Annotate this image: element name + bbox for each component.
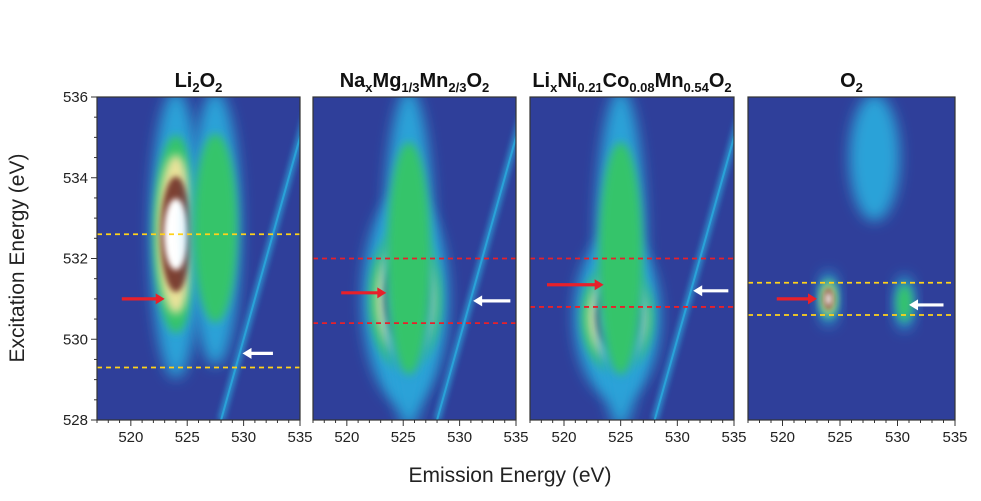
intensity-level-2 — [386, 142, 431, 375]
white-arrow — [693, 285, 729, 297]
white-arrow — [473, 295, 511, 307]
x-tick-label: 535 — [721, 429, 746, 446]
heatmap-features — [362, 97, 516, 420]
red-arrow — [121, 293, 165, 305]
panel-3: 520 525 530 535 LixNi0.21Co0.08Mn0.54O2 — [529, 70, 747, 446]
x-tick-label: 535 — [287, 429, 312, 446]
x-tick-label: 530 — [885, 429, 910, 446]
y-tick-label: 536 — [63, 89, 88, 106]
white-arrow — [909, 299, 944, 311]
elastic-line — [436, 133, 516, 420]
intensity-level-2 — [193, 133, 238, 323]
x-tick-label: 520 — [334, 429, 359, 446]
panel-1: 520 525 530 535 528 530 532 534 536 Li2O2 — [63, 70, 313, 446]
intensity-level-5 — [163, 198, 189, 270]
x-tick-label: 520 — [551, 429, 576, 446]
panel-2: 520 525 530 535 NaxMg1/3Mn2/3O2 — [312, 70, 529, 446]
x-tick-label: 530 — [231, 429, 256, 446]
x-tick-label: 525 — [175, 429, 200, 446]
y-tick-label: 528 — [63, 412, 88, 429]
x-tick-label: 530 — [665, 429, 690, 446]
x-tick-label: 525 — [827, 429, 852, 446]
x-tick-label: 520 — [118, 429, 143, 446]
white-arrow — [242, 347, 273, 359]
intensity-level-5 — [825, 292, 832, 306]
heatmap-features — [150, 97, 300, 420]
intensity-level-1 — [849, 97, 900, 222]
intensity-level-2 — [896, 284, 913, 322]
panel-title: LixNi0.21Co0.08Mn0.54O2 — [532, 70, 731, 95]
y-axis-label: Excitation Energy (eV) — [6, 154, 29, 363]
x-tick-label: 535 — [503, 429, 528, 446]
elastic-line — [220, 133, 300, 420]
panel-4: 520 525 530 535 O2 — [747, 70, 968, 446]
heatmap-features — [574, 97, 734, 420]
x-tick-label: 520 — [770, 429, 795, 446]
panels: 520 525 530 535 528 530 532 534 536 Li2O2 520 525 53… — [63, 70, 968, 446]
heatmap-features — [819, 97, 914, 331]
x-tick-label: 535 — [942, 429, 967, 446]
panel-title: NaxMg1/3Mn2/3O2 — [340, 70, 490, 95]
y-tick-label: 530 — [63, 331, 88, 348]
x-tick-label: 525 — [608, 429, 633, 446]
red-arrow — [776, 293, 817, 305]
red-arrow — [547, 279, 604, 291]
elastic-line — [653, 133, 734, 420]
x-tick-label: 530 — [447, 429, 472, 446]
red-arrow — [341, 287, 387, 299]
y-tick-label: 534 — [63, 170, 88, 187]
y-tick-label: 532 — [63, 251, 88, 268]
x-axis-label: Emission Energy (eV) — [408, 464, 611, 487]
x-tick-label: 525 — [391, 429, 416, 446]
panel-title: O2 — [840, 70, 863, 95]
panel-title: Li2O2 — [175, 70, 223, 95]
